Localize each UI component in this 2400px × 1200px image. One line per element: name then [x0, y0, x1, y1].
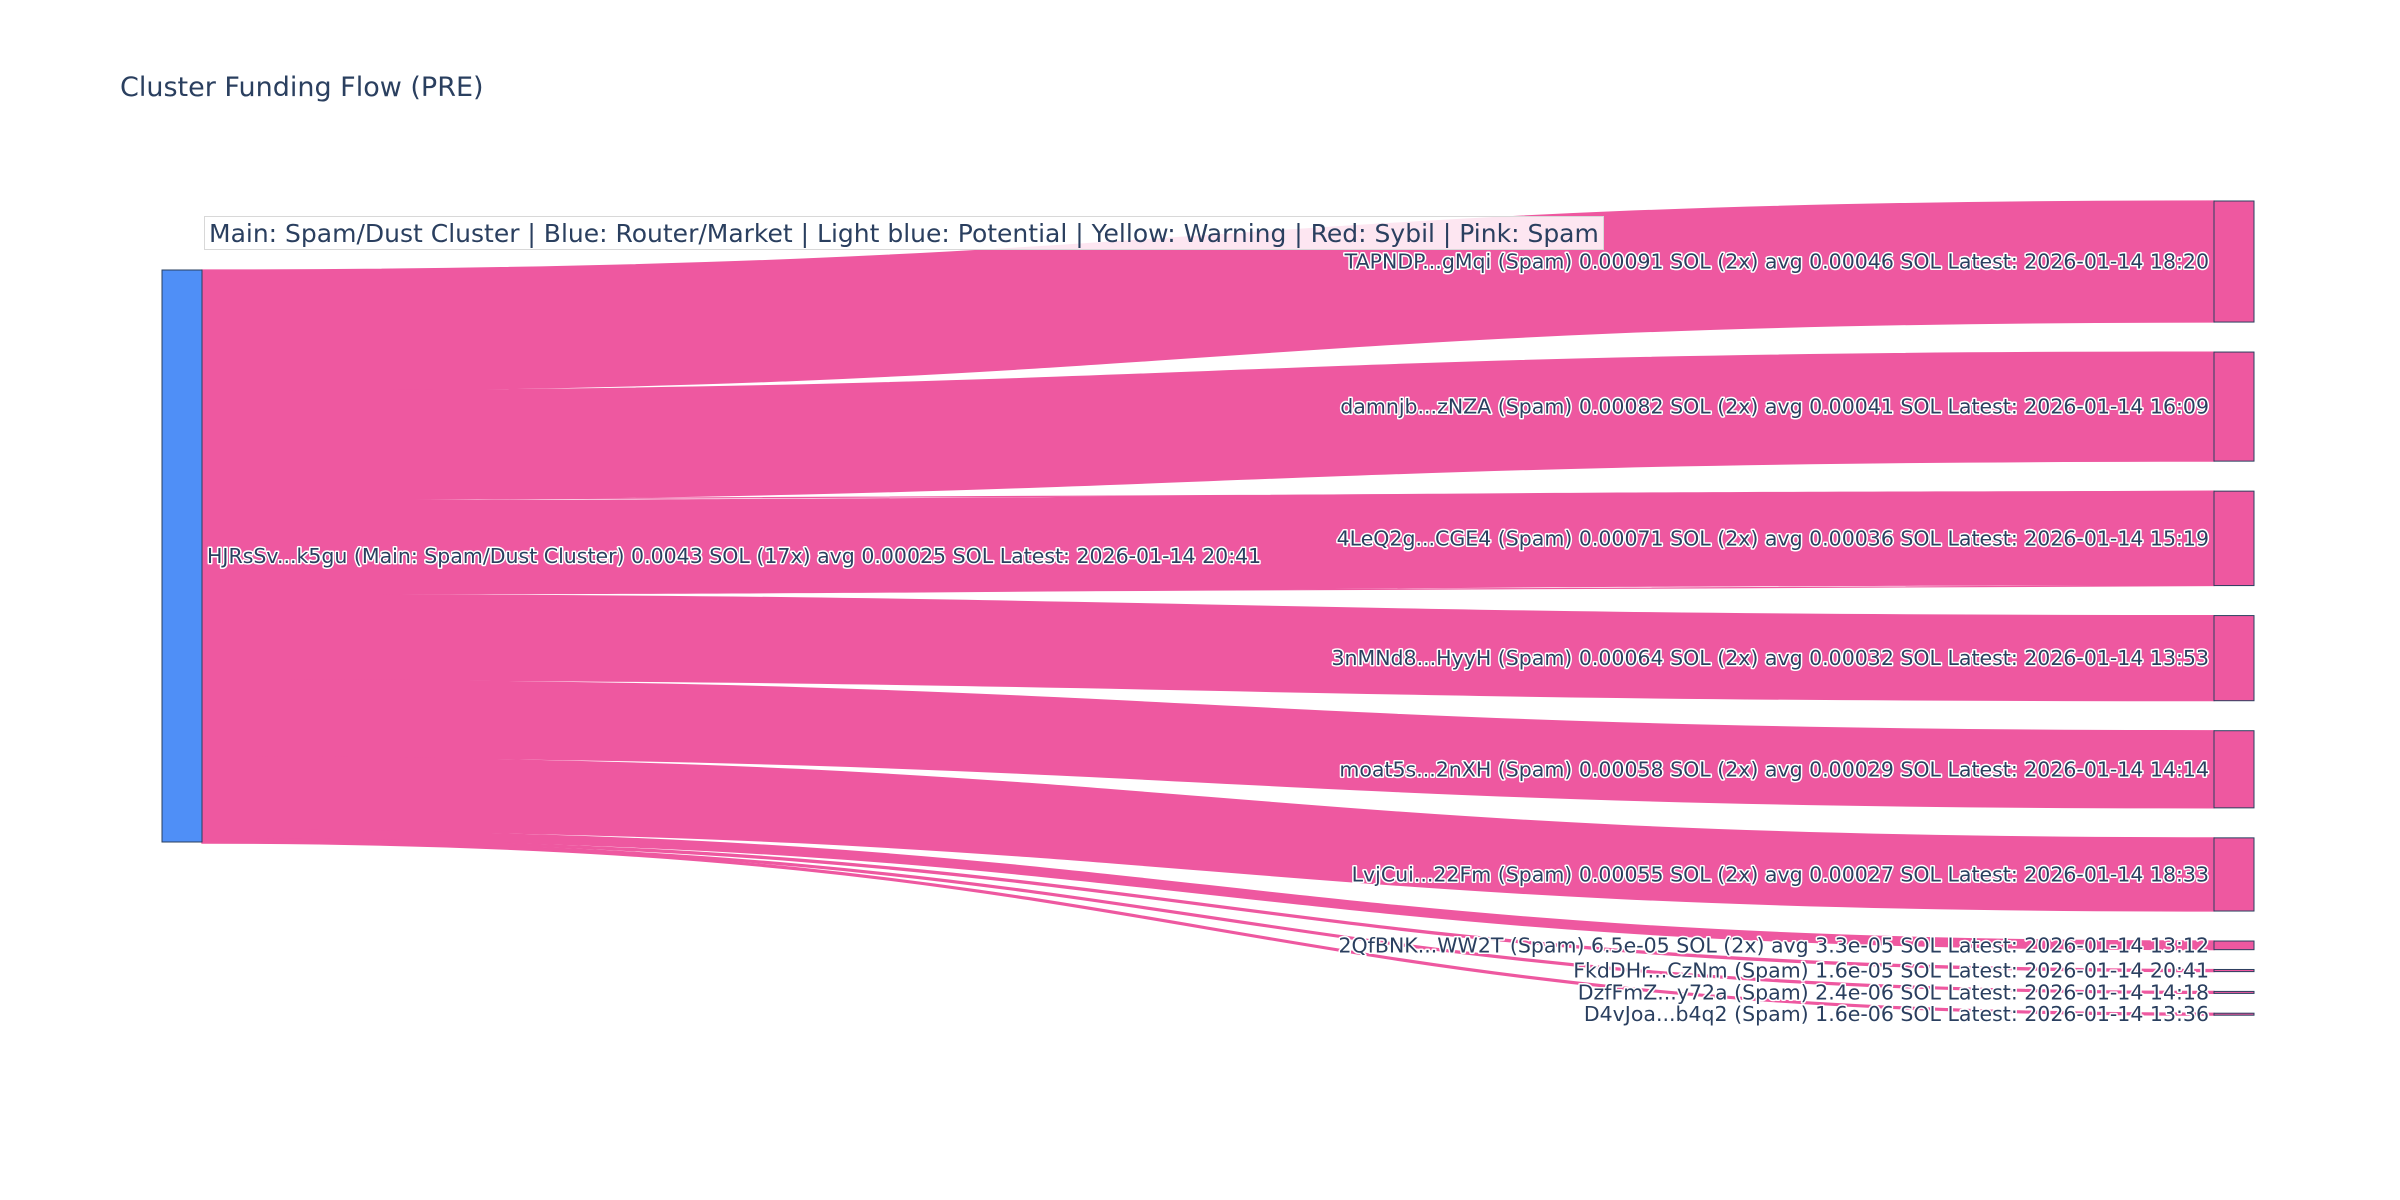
- labels-layer: TAPNDP...gMqi (Spam) 0.00091 SOL (2x) av…: [206, 248, 2211, 1028]
- node-label-lvjcui-22fm: LvjCui...22Fm (Spam) 0.00055 SOL (2x) av…: [1352, 862, 2209, 886]
- node-damnjb-znza[interactable]: [2213, 351, 2255, 462]
- links-layer: [201, 200, 2215, 1016]
- node-3nmnd8-hyyh[interactable]: [2213, 615, 2255, 702]
- node-label-3nmnd8-hyyh: 3nMNd8...HyyH (Spam) 0.00064 SOL (2x) av…: [1331, 646, 2209, 670]
- node-label-moat5s-2nxh: moat5s...2nXH (Spam) 0.00058 SOL (2x) av…: [1339, 757, 2209, 781]
- node-tapndp-gmqi[interactable]: [2213, 200, 2255, 323]
- node-label-dzffmz-y72a: DzfFmZ...y72a (Spam) 2.4e-06 SOL Latest:…: [1578, 980, 2209, 1004]
- chart-title: Cluster Funding Flow (PRE): [120, 72, 484, 103]
- node-d4vjoa-b4q2[interactable]: [2213, 1012, 2255, 1016]
- node-4leq2g-cge4[interactable]: [2213, 490, 2255, 587]
- node-fkddhr-cznm[interactable]: [2213, 968, 2255, 973]
- nodes-layer: [161, 200, 2255, 1016]
- node-label-hjrssv-k5gu: HJRsSv...k5gu (Main: Spam/Dust Cluster) …: [207, 544, 1261, 568]
- node-hjrssv-k5gu[interactable]: [161, 269, 203, 843]
- node-dzffmz-y72a[interactable]: [2213, 990, 2255, 994]
- node-label-d4vjoa-b4q2: D4vJoa...b4q2 (Spam) 1.6e-06 SOL Latest:…: [1584, 1002, 2209, 1026]
- node-moat5s-2nxh[interactable]: [2213, 730, 2255, 809]
- node-label-4leq2g-cge4: 4LeQ2g...CGE4 (Spam) 0.00071 SOL (2x) av…: [1337, 526, 2209, 550]
- node-label-tapndp-gmqi: TAPNDP...gMqi (Spam) 0.00091 SOL (2x) av…: [1344, 250, 2209, 274]
- legend-annotation: Main: Spam/Dust Cluster | Blue: Router/M…: [204, 216, 1604, 250]
- node-label-2qfbnk-ww2t: 2QfBNK...WW2T (Spam) 6.5e-05 SOL (2x) av…: [1339, 933, 2210, 957]
- node-2qfbnk-ww2t[interactable]: [2213, 940, 2255, 951]
- node-label-fkddhr-cznm: FkdDHr...CzNm (Spam) 1.6e-05 SOL Latest:…: [1573, 959, 2209, 983]
- node-lvjcui-22fm[interactable]: [2213, 837, 2255, 912]
- node-label-damnjb-znza: damnjb...zNZA (Spam) 0.00082 SOL (2x) av…: [1340, 395, 2209, 419]
